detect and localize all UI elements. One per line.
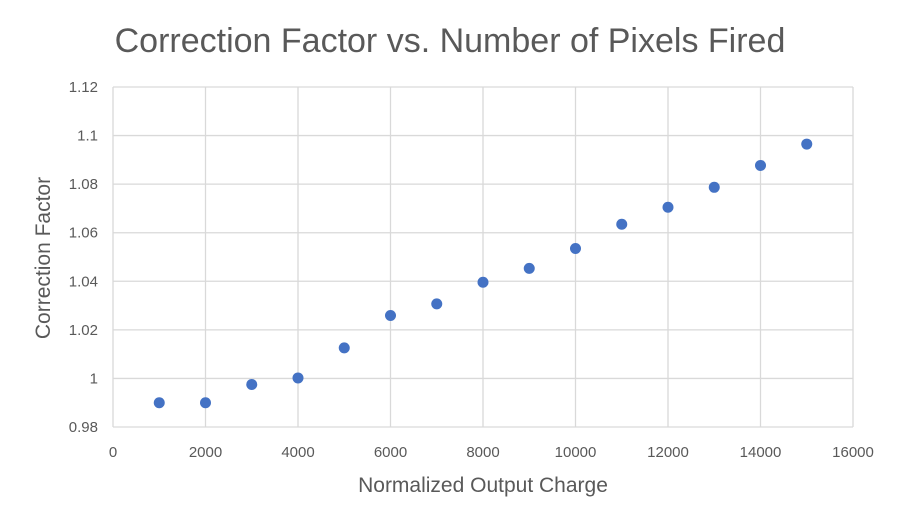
data-point [801,138,813,150]
x-tick-label: 8000 [466,444,499,461]
data-point [385,310,396,322]
data-point [523,262,535,274]
y-tick-label: 1.08 [69,176,98,193]
data-point [662,201,674,213]
x-tick-label: 14000 [740,444,782,461]
y-tick-label: 0.98 [69,419,98,436]
gridlines [112,86,854,428]
y-tick-label: 1.12 [69,79,98,96]
data-point [477,276,489,288]
x-tick-label: 16000 [832,444,874,461]
x-tick-label: 0 [109,444,117,461]
y-tick-label: 1.1 [77,128,98,145]
x-tick-label: 10000 [555,444,597,461]
data-point [338,342,350,354]
data-point [755,159,766,171]
x-tick-label: 12000 [647,444,689,461]
data-point [292,372,304,384]
x-tick-label: 4000 [281,444,314,461]
x-tick-label: 6000 [374,444,407,461]
x-axis-ticks: 0 2000 4000 6000 8000 10000 12000 14000 16000 [109,444,874,461]
y-tick-label: 1 [90,370,98,387]
y-axis-label: Correction Factor [32,177,55,339]
data-point [246,379,258,390]
data-point [708,181,720,193]
y-axis-ticks: 0.98 1 1.02 1.04 1.06 1.08 1.1 1.12 [69,79,98,436]
data-point [153,397,165,409]
y-tick-label: 1.06 [69,225,98,242]
data-point [431,298,443,310]
y-tick-label: 1.04 [69,273,98,290]
chart-title: Correction Factor vs. Number of Pixels F… [115,22,786,60]
data-series [153,138,813,409]
data-point [570,243,581,254]
y-tick-label: 1.02 [69,322,98,339]
data-point [200,397,211,409]
data-point [616,218,628,230]
x-tick-label: 2000 [189,444,222,461]
x-axis-label: Normalized Output Charge [358,474,608,497]
